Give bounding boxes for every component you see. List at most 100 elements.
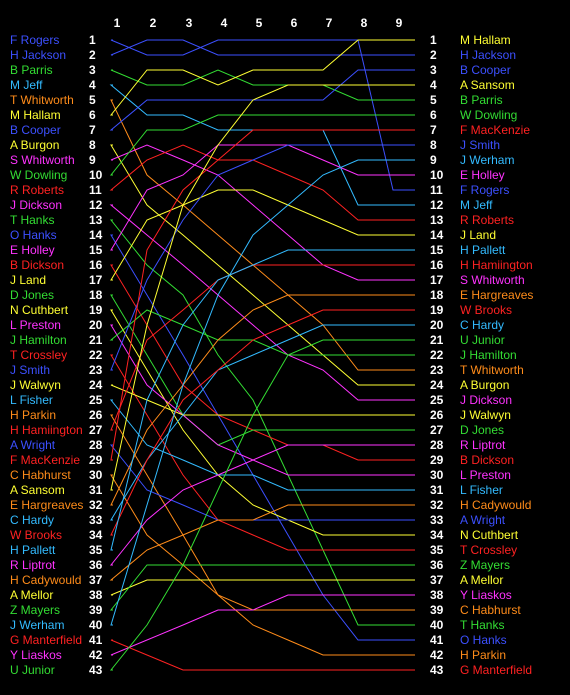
- column-label: 4: [221, 16, 228, 30]
- left-series-name: T Hanks: [10, 213, 54, 227]
- left-rank-number: 38: [89, 588, 103, 602]
- right-rank-number: 34: [430, 528, 444, 542]
- right-rank-number: 26: [430, 408, 444, 422]
- right-rank-number: 10: [430, 168, 444, 182]
- series-line: [110, 309, 415, 536]
- right-series-name: A Wright: [460, 513, 506, 527]
- left-series-name: A Sansom: [10, 483, 65, 497]
- left-rank-number: 15: [89, 243, 103, 257]
- series-line: [110, 474, 415, 611]
- left-series-name: J Hamilton: [10, 333, 67, 347]
- left-series-name: J Dickson: [10, 198, 62, 212]
- left-rank-number: 1: [89, 33, 96, 47]
- column-label: 3: [186, 16, 193, 30]
- left-rank-number: 17: [89, 273, 103, 287]
- left-series-name: A Burgon: [10, 138, 59, 152]
- right-rank-number: 2: [430, 48, 437, 62]
- left-rank-number: 24: [89, 378, 103, 392]
- column-label: 2: [150, 16, 157, 30]
- right-rank-number: 18: [430, 288, 444, 302]
- series-line: [109, 504, 415, 581]
- right-series-name: L Fisher: [460, 483, 503, 497]
- right-rank-number: 14: [430, 228, 444, 242]
- series-line: [110, 234, 415, 641]
- left-rank-number: 34: [89, 528, 103, 542]
- left-series-name: J Land: [10, 273, 46, 287]
- left-rank-number: 2: [89, 48, 96, 62]
- left-series-name: H Parkin: [10, 408, 56, 422]
- right-series-name: F MacKenzie: [460, 123, 530, 137]
- column-label: 8: [361, 16, 368, 30]
- column-label: 7: [326, 16, 333, 30]
- right-series-name: T Hanks: [460, 618, 504, 632]
- right-series-name: H Hamiington: [460, 258, 533, 272]
- series-line: [109, 219, 415, 626]
- left-series-name: W Brooks: [10, 528, 62, 542]
- right-series-name: L Preston: [460, 468, 511, 482]
- right-rank-number: 11: [430, 183, 443, 197]
- right-series-name: J Hamilton: [460, 348, 517, 362]
- series-line: [110, 309, 415, 536]
- column-label: 5: [256, 16, 263, 30]
- left-rank-number: 5: [89, 93, 96, 107]
- right-rank-number: 8: [430, 138, 437, 152]
- right-series-name: W Dowling: [460, 108, 517, 122]
- series-line: [110, 69, 415, 101]
- left-series-name: A Wright: [10, 438, 56, 452]
- series-line: [110, 144, 415, 371]
- left-rank-number: 23: [89, 363, 103, 377]
- right-series-name: E Holley: [460, 168, 505, 182]
- left-rank-number: 13: [89, 213, 103, 227]
- left-series-name: H Cadywould: [10, 573, 81, 587]
- left-series-name: S Whitworth: [10, 153, 75, 167]
- left-series-name: Y Liaskos: [10, 648, 62, 662]
- right-rank-number: 5: [430, 93, 437, 107]
- series-line: [110, 249, 415, 551]
- right-series-name: G Manterfield: [460, 663, 532, 677]
- left-series-name: H Jackson: [10, 48, 66, 62]
- left-series-name: B Parris: [10, 63, 53, 77]
- right-rank-number: 35: [430, 543, 444, 557]
- series-line: [110, 579, 415, 596]
- series-line: [110, 129, 415, 461]
- right-rank-number: 38: [430, 588, 444, 602]
- series-line: [109, 399, 415, 491]
- right-series-name: H Cadywould: [460, 498, 531, 512]
- left-rank-number: 7: [89, 123, 96, 137]
- left-series-name: L Fisher: [10, 393, 53, 407]
- right-series-name: R Roberts: [460, 213, 514, 227]
- right-rank-number: 4: [430, 78, 437, 92]
- right-series-name: J Dickson: [460, 393, 512, 407]
- right-rank-number: 25: [430, 393, 444, 407]
- right-rank-number: 20: [430, 318, 444, 332]
- right-series-name: B Parris: [460, 93, 503, 107]
- left-rank-number: 36: [89, 558, 103, 572]
- right-series-name: J Land: [460, 228, 496, 242]
- right-rank-number: 16: [430, 258, 444, 272]
- right-series-name: B Cooper: [460, 63, 511, 77]
- left-rank-number: 4: [89, 78, 96, 92]
- left-series-name: J Werham: [10, 618, 64, 632]
- series-line: [110, 354, 415, 551]
- left-rank-number: 27: [89, 423, 103, 437]
- left-series-name: Z Mayers: [10, 603, 60, 617]
- right-series-name: J Walwyn: [460, 408, 511, 422]
- left-series-name: H Hamiington: [10, 423, 83, 437]
- right-rank-number: 9: [430, 153, 437, 167]
- left-rank-number: 43: [89, 663, 103, 677]
- left-series-name: L Preston: [10, 318, 61, 332]
- left-rank-number: 22: [89, 348, 103, 362]
- left-rank-number: 21: [89, 333, 103, 347]
- left-rank-number: 33: [89, 513, 103, 527]
- right-rank-number: 39: [430, 603, 444, 617]
- left-rank-number: 14: [89, 228, 103, 242]
- left-rank-number: 19: [89, 303, 103, 317]
- left-series-name: T Crossley: [10, 348, 67, 362]
- left-series-name: F MacKenzie: [10, 453, 80, 467]
- right-rank-number: 24: [430, 378, 444, 392]
- series-line: [110, 294, 415, 446]
- right-rank-number: 42: [430, 648, 444, 662]
- series-line: [110, 39, 415, 191]
- series-line: [110, 144, 415, 251]
- series-line: [109, 204, 415, 401]
